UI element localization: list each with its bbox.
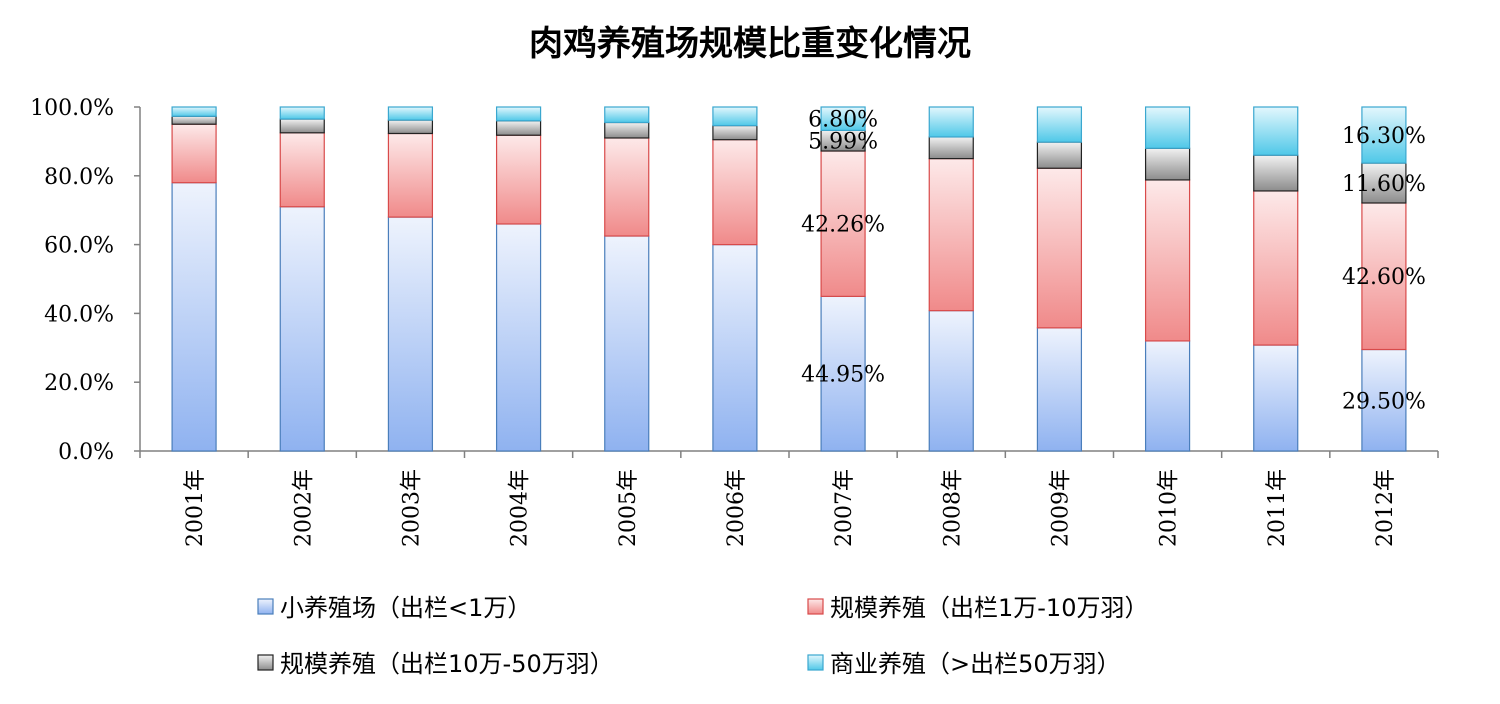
data-label: 5.99%	[808, 130, 878, 155]
y-tick-label: 40.0%	[44, 302, 114, 327]
legend-swatch	[257, 654, 274, 671]
data-label: 29.50%	[1342, 389, 1426, 414]
bar-segment	[604, 235, 650, 452]
x-tick-label: 2004年	[508, 469, 533, 547]
x-tick-label: 2006年	[724, 469, 749, 547]
bar-segment	[1144, 340, 1191, 452]
data-label: 11.60%	[1342, 172, 1426, 197]
bar-segment	[171, 123, 217, 184]
bar-segment	[604, 121, 650, 139]
bar-segment	[604, 106, 650, 124]
data-label: 42.60%	[1342, 265, 1426, 290]
x-tick-label: 2012年	[1373, 469, 1398, 547]
bar-segment	[279, 106, 325, 120]
bar-segment	[279, 132, 325, 208]
bar-segment	[712, 139, 758, 246]
bar-segment	[1144, 106, 1191, 149]
bar-segment	[1361, 348, 1407, 452]
bar-segment	[171, 182, 217, 452]
bar-segment	[1361, 162, 1407, 204]
legend-swatch	[807, 598, 824, 615]
bar-segment	[820, 150, 866, 297]
bar-segment	[820, 295, 866, 452]
x-tick-label: 2002年	[291, 469, 316, 547]
bar-segment	[171, 115, 217, 125]
bars	[171, 106, 1407, 452]
bar-segment	[387, 132, 434, 218]
x-tick-label: 2011年	[1265, 469, 1290, 547]
data-label: 44.95%	[801, 363, 885, 388]
x-tick-label: 2009年	[1048, 469, 1073, 547]
bar-segment	[387, 106, 434, 121]
y-tick-label: 80.0%	[44, 165, 114, 190]
data-labels: 44.95% 42.26% 5.99%6.80% 29.50% 42.60% 11.60%…	[801, 108, 1426, 415]
x-tick-label: 2001年	[183, 469, 208, 547]
bar-segment	[1144, 147, 1191, 181]
y-tick-label: 20.0%	[44, 371, 114, 396]
y-tick-label: 100.0%	[30, 96, 114, 121]
legend-swatch	[807, 654, 824, 671]
bar-segment	[928, 136, 974, 160]
bar-segment	[928, 310, 974, 452]
bar-segment	[928, 106, 974, 138]
bar-segment	[1361, 106, 1407, 164]
bar-segment	[1361, 202, 1407, 351]
x-tick-label: 2005年	[616, 469, 641, 547]
bar-segment	[279, 118, 325, 134]
x-tick-label: 2008年	[940, 469, 965, 547]
bar-segment	[1253, 344, 1299, 452]
bar-segment	[712, 124, 758, 141]
bar-segment	[495, 223, 542, 452]
x-tick-label: 2007年	[832, 469, 857, 547]
legend-label: 规模养殖（出栏10万-50万羽）	[280, 650, 614, 678]
legend-swatch	[257, 598, 274, 615]
legend: 小养殖场（出栏<1万） 规模养殖（出栏1万-10万羽） 规模养殖（出栏10万-50万…	[257, 594, 1148, 678]
bar-segment	[495, 134, 542, 225]
x-tick-label: 2010年	[1157, 469, 1182, 547]
bar-segment	[495, 120, 542, 136]
legend-label: 商业养殖（>出栏50万羽）	[830, 650, 1121, 678]
legend-label: 规模养殖（出栏1万-10万羽）	[830, 594, 1148, 622]
bar-segment	[387, 216, 434, 452]
bar-segment	[1036, 327, 1083, 452]
bar-segment	[171, 106, 217, 117]
bar-segment	[387, 119, 434, 135]
bar-segment	[1253, 190, 1299, 346]
bar-segment	[928, 158, 974, 312]
x-tick-label: 2003年	[399, 469, 424, 547]
y-axis: 0.0% 20.0% 40.0% 60.0% 80.0% 100.0%	[30, 96, 141, 465]
bar-segment	[279, 206, 325, 452]
data-label: 16.30%	[1342, 124, 1426, 149]
bar-segment	[1253, 154, 1299, 192]
x-axis: 2001年 2002年 2003年 2004年 2005年 2006年 2007年 2008年…	[139, 450, 1439, 547]
data-label: 6.80%	[808, 108, 878, 133]
bar-segment	[1036, 167, 1083, 329]
chart-title: 肉鸡养殖场规模比重变化情况	[529, 24, 971, 64]
legend-label: 小养殖场（出栏<1万）	[280, 594, 531, 622]
bar-segment	[1036, 106, 1083, 143]
data-label: 42.26%	[801, 213, 885, 238]
bar-segment	[495, 106, 542, 122]
bar-segment	[820, 106, 866, 131]
bar-segment	[1253, 106, 1299, 156]
bar-segment	[712, 244, 758, 452]
bar-segment	[1036, 141, 1083, 169]
bar-segment	[712, 106, 758, 127]
bar-segment	[604, 137, 650, 237]
bar-segment	[1144, 179, 1191, 342]
y-tick-label: 0.0%	[58, 440, 114, 465]
y-tick-label: 60.0%	[44, 234, 114, 259]
